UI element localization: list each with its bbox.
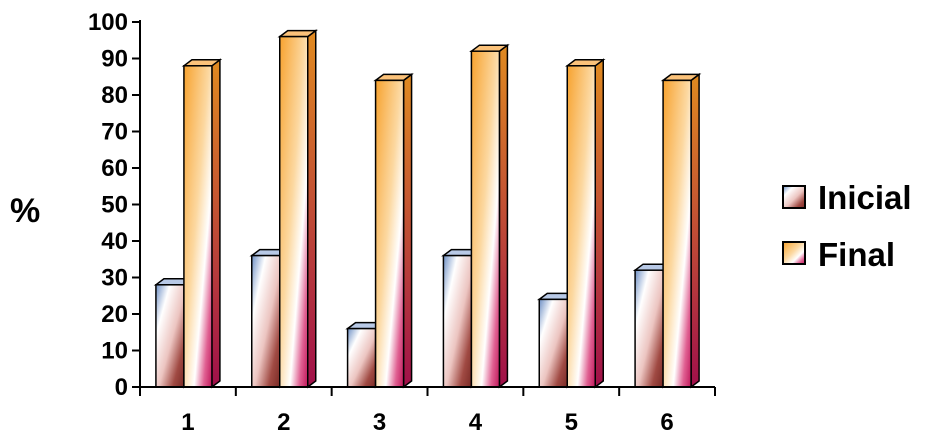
y-tick-label: 90 [101, 46, 128, 73]
bar-side-face [690, 72, 700, 389]
y-tick-label: 30 [101, 265, 128, 292]
x-axis-labels: 1 2 3 4 5 6 [181, 409, 674, 436]
bar-side-face [498, 43, 509, 389]
y-tick-label: 20 [101, 301, 128, 328]
legend: Inicial Final [782, 179, 912, 273]
y-tick-label: 60 [101, 155, 128, 182]
x-tick-label: 1 [181, 409, 194, 436]
bar-front-face [634, 269, 664, 388]
bar-front-face [374, 79, 405, 388]
bar-front-face [155, 284, 185, 388]
bar-front-face [538, 298, 568, 388]
bar-front-face [662, 79, 692, 388]
bar-front-face [470, 50, 501, 388]
legend-item-inicial: Inicial [782, 179, 912, 216]
axes [139, 20, 716, 396]
legend-swatch-final [782, 241, 806, 265]
bar-front-face [442, 254, 473, 388]
legend-label-inicial: Inicial [818, 179, 912, 216]
legend-swatch-inicial [782, 185, 806, 209]
y-axis-ticks: 0 10 20 30 40 50 60 70 80 90 100 [88, 9, 140, 401]
legend-label-final: Final [818, 236, 895, 273]
x-tick-label: 4 [469, 409, 483, 436]
bar-side-face [307, 29, 317, 389]
legend-item-final: Final [782, 236, 895, 273]
bar-final-4 [469, 43, 510, 389]
bar-front-face [566, 65, 596, 388]
bar-final-6 [660, 72, 702, 389]
bars-group [153, 29, 702, 389]
bar-front-face [183, 65, 213, 388]
bar-final-1 [181, 58, 223, 389]
y-axis-title: % [10, 192, 40, 230]
x-tick-label: 3 [373, 409, 386, 436]
bar-final-2 [277, 29, 319, 389]
bar-side-face [402, 72, 413, 389]
y-tick-label: 0 [115, 374, 128, 401]
bar-side-face [594, 58, 604, 389]
bar-final-3 [373, 72, 414, 389]
y-tick-label: 40 [101, 228, 128, 255]
bar-front-face [346, 327, 377, 388]
bar-front-face [279, 35, 309, 388]
y-tick-label: 100 [88, 9, 128, 36]
y-tick-label: 70 [101, 119, 128, 146]
x-tick-label: 6 [660, 409, 673, 436]
x-tick-label: 5 [565, 409, 578, 436]
x-tick-label: 2 [277, 409, 290, 436]
y-tick-label: 50 [101, 192, 128, 219]
y-tick-label: 80 [101, 82, 128, 109]
bar-final-5 [565, 58, 606, 389]
bar-side-face [211, 58, 221, 389]
y-tick-label: 10 [101, 338, 128, 365]
bar-front-face [251, 254, 281, 388]
